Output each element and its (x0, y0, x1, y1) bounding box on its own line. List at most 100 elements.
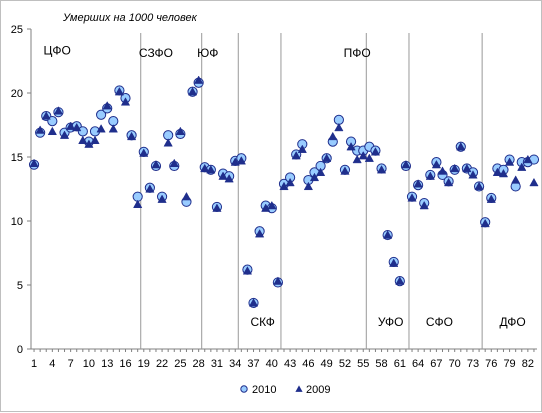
x-tick-label: 49 (321, 358, 333, 370)
data-point-2009 (212, 203, 222, 212)
data-point-2009 (376, 165, 387, 174)
x-tick-label: 82 (522, 358, 534, 370)
data-point-2009 (413, 179, 423, 188)
x-tick-label: 46 (302, 358, 314, 370)
x-tick-label: 37 (247, 358, 259, 370)
data-point-2009 (498, 168, 509, 178)
data-point-2009 (96, 124, 106, 133)
data-point-2009 (267, 200, 277, 210)
data-point-2009 (29, 158, 39, 168)
data-point-2009 (120, 97, 131, 106)
data-point-2009 (315, 167, 326, 176)
data-point-2009 (322, 153, 332, 162)
axes: 0 5 10 15 20 25 1 4 7 10 13 16 19 22 25 28 31 34 37 40 43 46 4… (11, 24, 537, 370)
data-point-2009 (346, 142, 356, 151)
data-point-2009 (254, 229, 265, 238)
x-tick-label: 16 (119, 358, 131, 370)
data-point-2009 (462, 163, 472, 173)
data-point-2009 (468, 170, 478, 179)
x-tick-label: 28 (193, 358, 205, 370)
x-tick-label: 1 (31, 358, 37, 370)
region-label: ЦФО (44, 44, 71, 58)
data-point-2009 (486, 194, 496, 203)
data-point-2009 (517, 162, 527, 171)
data-point-2009 (389, 258, 399, 267)
data-point-2009 (480, 218, 490, 228)
region-separators (140, 33, 483, 349)
data-point-2009 (187, 87, 198, 96)
data-point-2009 (401, 159, 411, 169)
data-point-2009 (309, 172, 320, 182)
legend-marker-2009 (295, 385, 303, 392)
data-point-2009 (273, 276, 283, 285)
data-point-2009 (334, 122, 344, 132)
y-tick-label: 5 (17, 280, 23, 292)
data-point-2009 (261, 203, 271, 212)
legend-label-2010: 2010 (252, 384, 276, 396)
region-label: УФО (378, 315, 404, 329)
data-point-2009 (72, 122, 82, 132)
data-point-2009 (126, 131, 137, 141)
data-point-2009 (492, 167, 502, 176)
data-point-2009 (133, 199, 143, 208)
x-tick-label: 61 (394, 358, 406, 370)
x-tick-label: 34 (229, 358, 241, 370)
data-point-2009 (370, 147, 381, 156)
data-point-2009 (102, 101, 112, 110)
x-tick-label: 19 (138, 358, 150, 370)
data-point-2009 (395, 276, 405, 285)
data-point-2009 (90, 135, 100, 144)
y-tick-label: 25 (11, 24, 23, 36)
data-point-2009 (443, 177, 454, 187)
data-point-2009 (224, 174, 234, 183)
data-point-2009 (511, 175, 521, 184)
x-tick-label: 79 (503, 358, 515, 370)
data-point-2009 (425, 171, 435, 180)
region-label: СЗФО (139, 46, 173, 60)
y-tick-label: 15 (11, 152, 23, 164)
data-point-2009 (437, 166, 448, 175)
series-2009-points (29, 75, 539, 307)
data-point-2009 (364, 153, 374, 162)
data-point-2009 (419, 200, 429, 210)
data-point-2009 (151, 159, 161, 169)
region-label: ПФО (344, 46, 371, 60)
x-tick-label: 70 (449, 358, 461, 370)
data-point-2009 (47, 126, 57, 136)
data-point-2009 (163, 138, 173, 147)
data-point-2009 (431, 159, 442, 169)
y-axis-title: Умерших на 1000 человек (62, 12, 198, 24)
data-point-2009 (181, 191, 192, 201)
data-point-2010 (96, 109, 107, 120)
data-point-2009 (248, 298, 259, 307)
legend: 2010 2009 (240, 384, 330, 396)
data-point-2009 (450, 163, 460, 173)
data-point-2009 (206, 165, 216, 174)
data-point-2009 (59, 130, 70, 139)
series-2010-points (28, 77, 540, 309)
data-point-2009 (35, 125, 45, 134)
x-tick-label: 52 (339, 358, 351, 370)
x-tick-label: 40 (266, 358, 278, 370)
x-tick-label: 4 (49, 358, 55, 370)
x-tick-label: 25 (174, 358, 186, 370)
x-tick-label: 64 (412, 358, 424, 370)
data-point-2009 (114, 87, 125, 96)
x-tick-label: 10 (83, 358, 95, 370)
data-point-2009 (66, 121, 76, 130)
region-label: СФО (426, 315, 453, 329)
data-point-2009 (157, 194, 167, 203)
legend-marker-2010 (240, 385, 248, 393)
data-point-2009 (242, 266, 253, 275)
region-label: ЮФ (197, 46, 218, 60)
data-point-2009 (291, 151, 301, 160)
data-point-2009 (383, 230, 393, 239)
data-point-2009 (407, 193, 417, 202)
data-point-2009 (474, 181, 484, 191)
x-tick-label: 22 (156, 358, 168, 370)
data-point-2009 (41, 111, 51, 120)
x-tick-label: 7 (68, 358, 74, 370)
region-label: СКФ (250, 315, 274, 329)
